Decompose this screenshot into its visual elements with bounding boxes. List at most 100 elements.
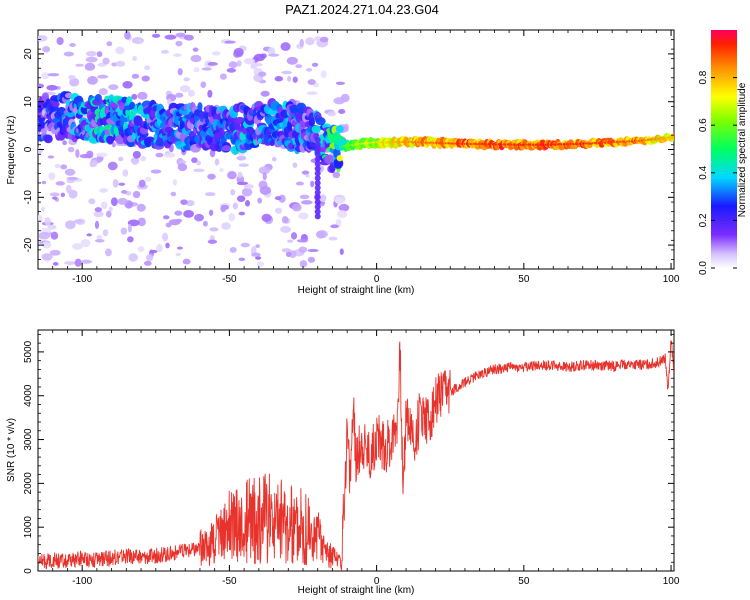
- spectrogram-noise-cell: [298, 246, 308, 253]
- spectrogram-ridge-cell: [179, 119, 185, 131]
- spectrogram-noise-cell: [204, 192, 216, 197]
- spectrogram-ridge-cell: [336, 154, 344, 162]
- spectrogram-ridge-cell: [314, 151, 321, 158]
- spectrogram-noise-cell: [298, 212, 309, 220]
- spectrogram-noise-cell: [180, 199, 188, 206]
- spectrogram-noise-cell: [155, 152, 164, 158]
- spectrogram-noise-cell: [311, 62, 319, 67]
- colorbar-gradient: [711, 30, 737, 268]
- spectrogram-ridge-cell: [106, 135, 114, 145]
- spectrogram-noise-cell: [238, 257, 246, 261]
- spectrogram-noise-cell: [66, 176, 79, 181]
- spectrogram-noise-cell: [281, 70, 293, 75]
- spectrogram-noise-cell: [170, 191, 177, 197]
- spectrogram-noise-cell: [236, 60, 242, 67]
- spectrogram-noise-cell: [244, 200, 251, 207]
- spectrogram-ridge-cell: [314, 179, 321, 186]
- snr-y-ticks: 0 1000 2000 3000 4000 5000: [23, 333, 674, 574]
- spectrogram-noise-cell: [280, 226, 291, 233]
- spectrogram-noise-cell: [105, 248, 112, 257]
- spectrogram-noise-cell: [117, 197, 128, 205]
- spectrogram-noise-cell: [332, 171, 341, 179]
- spectrogram-noise-cell: [185, 199, 195, 207]
- spectrogram-noise-cell: [96, 152, 108, 158]
- spectrogram-y-ticks: -20 -10 0 10 20: [23, 29, 674, 270]
- spectrogram-noise-cell: [175, 32, 186, 38]
- spectrogram-heat-layer: [38, 30, 674, 268]
- spectrogram-noise-cell: [252, 62, 263, 67]
- spectrogram-ridge-cell: [314, 160, 321, 167]
- spectrogram-noise-cell: [241, 187, 253, 197]
- spectrogram-noise-cell: [108, 84, 119, 91]
- spectrogram-noise-cell: [327, 111, 336, 117]
- spectrogram-y-tick-label: 20: [23, 48, 34, 60]
- spectrogram-noise-cell: [201, 67, 212, 71]
- spectrogram-noise-cell: [167, 98, 172, 106]
- spectrogram-noise-cell: [69, 77, 80, 87]
- spectrogram-ridge-cell: [314, 194, 321, 201]
- spectrogram-ridge-cell: [40, 128, 48, 134]
- spectrogram-noise-cell: [295, 64, 303, 69]
- spectrogram-noise-cell: [220, 204, 227, 213]
- spectrogram-x-ticks: -100 -50 0 50 100: [37, 30, 680, 285]
- spectrogram-noise-cell: [49, 249, 61, 256]
- spectrogram-noise-cell: [64, 261, 76, 266]
- spectrogram-ridge-cell: [335, 125, 344, 133]
- spectrogram-noise-cell: [296, 239, 309, 243]
- spectrogram-noise-cell: [48, 172, 56, 181]
- spectrogram-noise-cell: [319, 36, 329, 43]
- spectrogram-noise-cell: [299, 38, 304, 48]
- spectrogram-noise-cell: [165, 242, 170, 249]
- spectrogram-noise-cell: [243, 58, 255, 65]
- spectrogram-noise-cell: [172, 179, 178, 186]
- spectrogram-noise-cell: [338, 203, 350, 212]
- spectrogram-noise-cell: [200, 81, 207, 88]
- spectrogram-noise-cell: [107, 161, 118, 171]
- spectrogram-x-axis-label: Height of straight line (km): [298, 285, 415, 296]
- spectrogram-noise-cell: [60, 164, 68, 170]
- spectrogram-noise-cell: [86, 233, 92, 237]
- spectrogram-noise-cell: [124, 30, 131, 40]
- spectrogram-noise-cell: [292, 162, 298, 168]
- spectrogram-noise-cell: [137, 246, 145, 253]
- spectrogram-noise-cell: [202, 220, 208, 227]
- spectrogram-noise-cell: [292, 76, 298, 83]
- spectrogram-ridge-cell: [314, 213, 321, 220]
- snr-x-tick-label: 0: [374, 576, 380, 587]
- spectrogram-noise-cell: [259, 185, 271, 195]
- spectrogram-noise-cell: [337, 210, 348, 219]
- snr-y-tick-label: 0: [23, 568, 34, 574]
- spectrogram-noise-cell: [305, 37, 315, 46]
- spectrogram-noise-cell: [187, 89, 195, 97]
- spectrogram-noise-cell: [106, 41, 113, 47]
- spectrogram-noise-cell: [307, 256, 316, 263]
- spectrogram-noise-cell: [130, 157, 140, 164]
- spectrogram-noise-cell: [80, 259, 93, 264]
- spectrogram-ridge-cell: [65, 111, 76, 117]
- spectrogram-noise-cell: [306, 91, 318, 96]
- spectrogram-noise-cell: [47, 73, 60, 77]
- spectrogram-noise-cell: [177, 163, 188, 172]
- spectrogram-noise-cell: [108, 206, 113, 212]
- spectrogram-noise-cell: [41, 72, 49, 80]
- spectrogram-noise-cell: [271, 156, 277, 162]
- spectrogram-y-tick-label: -10: [23, 190, 34, 205]
- colorbar-tick-label: 0.8: [698, 70, 709, 84]
- spectrogram-noise-cell: [137, 91, 148, 100]
- spectrogram-noise-cell: [230, 189, 236, 196]
- spectrogram-noise-cell: [156, 243, 163, 253]
- spectrogram-noise-cell: [274, 76, 284, 82]
- spectrogram-noise-cell: [100, 201, 108, 210]
- spectrogram-noise-cell: [238, 211, 246, 216]
- spectrogram-noise-cell: [286, 56, 298, 65]
- spectrogram-noise-cell: [278, 194, 286, 203]
- spectrogram-noise-cell: [236, 181, 249, 186]
- colorbar-tick-label: 0.4: [698, 165, 709, 179]
- spectrogram-ridge-cell: [43, 134, 53, 144]
- snr-x-tick-label: 100: [663, 576, 680, 587]
- spectrogram-x-tick-label: 100: [663, 274, 680, 285]
- spectrogram-noise-cell: [47, 224, 57, 230]
- spectrogram-noise-cell: [219, 73, 227, 80]
- spectrogram-noise-cell: [41, 253, 53, 261]
